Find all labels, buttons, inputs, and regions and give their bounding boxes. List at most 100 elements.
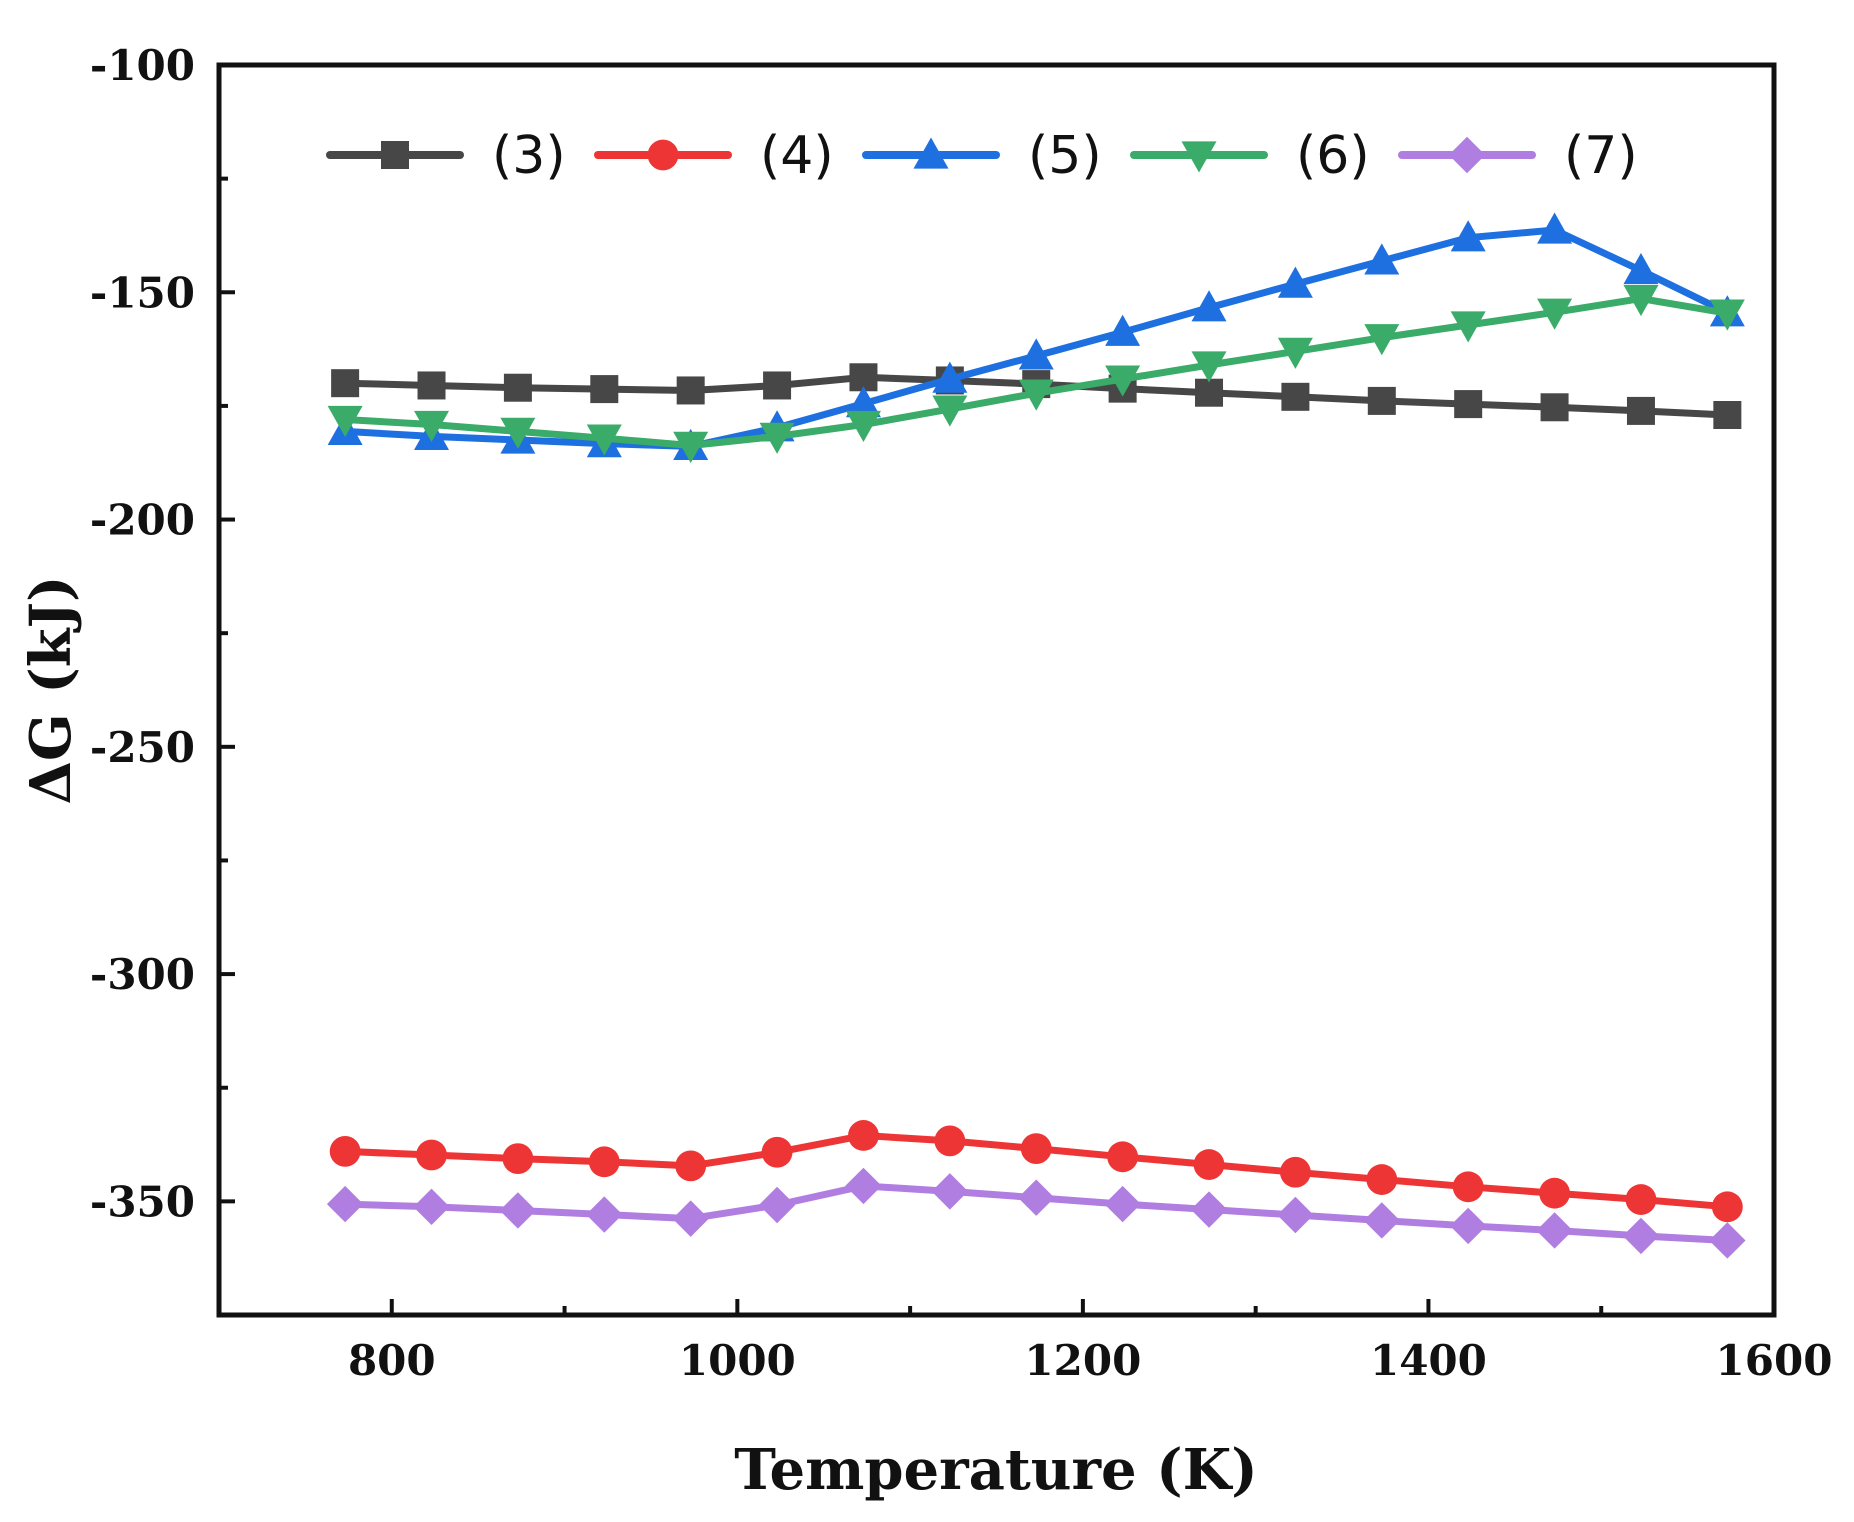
data-point <box>1623 284 1659 317</box>
y-tick-label: -200 <box>90 496 195 545</box>
y-tick-label: -100 <box>90 41 195 90</box>
data-point <box>1105 314 1141 346</box>
data-point <box>1105 365 1141 397</box>
data-point <box>588 1146 620 1178</box>
data-point <box>932 361 968 393</box>
data-point <box>759 422 795 454</box>
data-point <box>1711 1191 1743 1223</box>
data-point <box>1277 266 1313 298</box>
data-point <box>1277 337 1313 369</box>
data-point <box>590 375 619 404</box>
data-point <box>845 410 881 443</box>
data-point <box>675 1150 707 1182</box>
data-point <box>848 1120 879 1151</box>
legend-marker <box>913 137 949 169</box>
data-point <box>845 1167 882 1205</box>
data-point <box>1536 1212 1573 1249</box>
legend-label: (3) <box>492 126 566 186</box>
data-point <box>326 1185 364 1223</box>
data-point <box>1450 311 1486 343</box>
legend-marker <box>647 139 679 171</box>
x-tick-label: 1200 <box>1024 1336 1141 1385</box>
data-point <box>845 386 881 418</box>
x-tick-label: 1000 <box>679 1336 796 1385</box>
data-point <box>1277 1196 1314 1234</box>
data-point <box>1107 1141 1139 1173</box>
data-point <box>327 405 363 438</box>
series-line <box>341 226 1731 450</box>
data-point <box>763 371 792 400</box>
data-point <box>1364 324 1400 356</box>
data-point <box>417 371 446 400</box>
x-axis-title: Temperature (K) <box>734 1437 1258 1503</box>
plot-frame <box>216 62 1777 1318</box>
y-axis-title: ΔG (kJ) <box>18 575 84 804</box>
legend-marker <box>1181 141 1217 173</box>
data-point <box>673 431 709 463</box>
data-point <box>1191 351 1227 383</box>
data-point <box>500 417 536 449</box>
axes: 800 1000 1200 1400 1600 -100 -150 -200 -250 -300 -… <box>90 41 1833 1385</box>
data-point <box>586 1196 623 1233</box>
data-point <box>331 369 360 398</box>
legend: (3) (4) (5) (6) (7) <box>326 126 1638 186</box>
data-point <box>761 1136 793 1168</box>
data-point <box>1366 1164 1398 1195</box>
legend-item: (5) <box>862 126 1102 186</box>
data-point <box>414 410 450 443</box>
data-point <box>1450 220 1486 252</box>
y-tick-label: -300 <box>90 950 195 999</box>
data-point <box>1018 338 1054 370</box>
legend-item: (7) <box>1398 126 1638 186</box>
data-point <box>1537 298 1573 330</box>
data-point <box>932 395 968 427</box>
data-point <box>1020 1133 1052 1165</box>
data-point <box>1454 390 1483 419</box>
data-point <box>1195 378 1224 407</box>
data-point <box>329 1135 361 1167</box>
plot-marks <box>326 212 1746 1259</box>
data-point <box>1709 1222 1746 1259</box>
legend-label: (4) <box>760 126 834 186</box>
legend-label: (6) <box>1296 126 1370 186</box>
series-4 <box>327 284 1745 463</box>
data-point <box>676 376 705 405</box>
data-point <box>1191 290 1227 322</box>
x-tick-label: 1600 <box>1716 1336 1833 1385</box>
legend-item: (4) <box>594 126 834 186</box>
data-point <box>1540 393 1569 422</box>
data-point <box>416 1139 447 1171</box>
data-point <box>1623 252 1659 285</box>
data-point <box>1363 1202 1400 1239</box>
data-point <box>1626 396 1655 425</box>
data-point <box>413 1188 450 1226</box>
series-2 <box>329 1120 1743 1223</box>
legend-marker <box>1448 136 1486 174</box>
legend-marker <box>381 141 409 169</box>
data-point <box>1281 382 1310 411</box>
data-point <box>1018 379 1054 411</box>
data-point <box>586 424 622 456</box>
y-tick-label: -350 <box>90 1177 195 1226</box>
data-point <box>1018 1179 1055 1216</box>
series-3 <box>327 212 1745 461</box>
data-point <box>931 1173 969 1210</box>
data-point <box>1709 299 1745 331</box>
data-point <box>672 1200 709 1237</box>
data-point <box>1364 243 1400 275</box>
data-point <box>1367 386 1396 415</box>
data-point <box>1537 212 1573 244</box>
data-point <box>1280 1156 1311 1188</box>
data-point <box>1452 1171 1484 1203</box>
data-point <box>503 373 532 402</box>
data-point <box>1193 1149 1225 1180</box>
y-tick-label: -150 <box>90 268 195 317</box>
series-5 <box>326 1167 1746 1259</box>
x-tick-label: 1400 <box>1370 1336 1487 1385</box>
data-point <box>1449 1207 1487 1245</box>
legend-label: (7) <box>1564 126 1638 186</box>
data-point <box>1190 1191 1228 1228</box>
legend-item: (6) <box>1130 126 1370 186</box>
data-point <box>1622 1217 1660 1255</box>
